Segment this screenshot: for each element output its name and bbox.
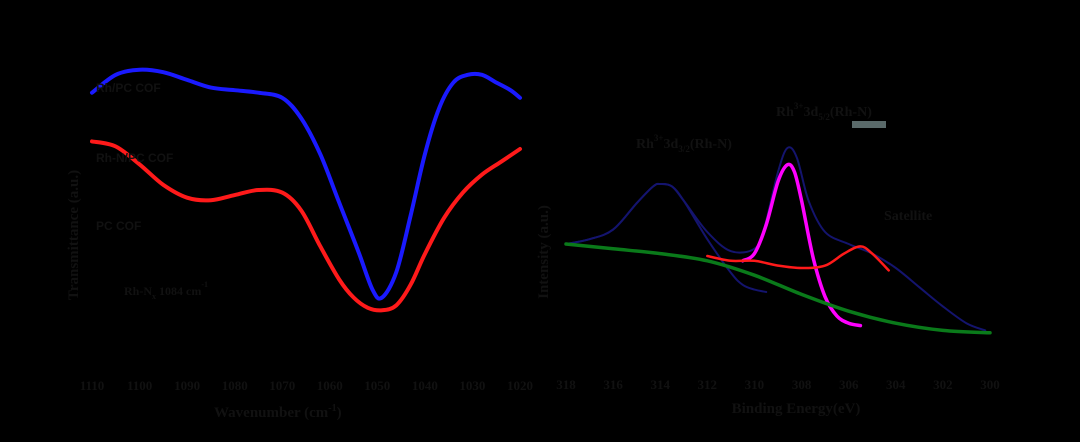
xps-peak1-sub: 3/2 [678,144,690,154]
ftir-x-tick-label-4: 1070 [269,378,295,393]
xps-x-tick-label-2: 314 [650,377,670,392]
xps-x-tick-label-7: 304 [886,377,906,392]
ftir-x-axis-label: Wavenumber (cm-1) [214,403,342,421]
xps-peak2-sub: 5/2 [818,112,830,122]
xps-peak1-mid: 3d [664,137,679,152]
ftir-x-tick-label-5: 1060 [317,378,343,393]
ftir-x-tick-label-2: 1090 [174,378,200,393]
xps-x-tick-label-3: 312 [698,377,718,392]
xps-peak1-sup: 3+ [654,133,664,143]
ftir-x-tick-label-7: 1040 [412,378,438,393]
xps-x-tick-label-8: 302 [933,377,953,392]
ftir-x-tick-label-3: 1080 [222,378,248,393]
xps-satellite-label: Satellite [884,209,932,224]
ftir-chart: 1110 1100 1090 1080 1070 1060 1050 1040 1030 1020… [66,67,533,421]
xps-series-line-2 [740,162,863,328]
ftir-x-axis-label-end: ) [337,405,342,421]
ftir-y-axis-label: Transmittance (a.u.) [66,170,82,300]
xps-series-line-4 [564,242,992,335]
xps-x-tick-label-4: 310 [745,377,765,392]
ftir-x-tick-label-9: 1020 [507,378,533,393]
ftir-x-axis-label-main: Wavenumber (cm [214,405,329,421]
ftir-label-rh-pc-cof: Rh/PC COF [96,81,161,95]
ftir-annotation-main: Rh-N [124,284,152,298]
ftir-series-line-0 [90,67,522,301]
xps-series-line-1 [565,182,768,293]
ftir-series-lines [90,67,522,313]
xps-x-tick-label-5: 308 [792,377,812,392]
ftir-x-tick-label-8: 1030 [459,378,485,393]
xps-label-highlight [852,121,886,128]
xps-peak2-tail: (Rh-N) [830,105,872,120]
xps-x-tick-label-6: 306 [839,377,859,392]
xps-x-axis-label: Binding Energy(eV) [732,401,861,417]
xps-x-tick-label-1: 316 [603,377,623,392]
ftir-annotation-sub: x [152,292,156,301]
xps-peak1-base: Rh [636,137,654,152]
xps-peak2-sup: 3+ [794,101,804,111]
ftir-x-tick-label-0: 1110 [80,378,105,393]
ftir-label-pc-cof: PC COF [96,219,141,233]
xps-x-tick-label-9: 300 [980,377,1000,392]
ftir-annotation-rest: 1084 cm [156,284,201,298]
ftir-annotation-sup: -1 [201,280,208,289]
xps-peak-label-3d5-2: Rh3+3d5/2(Rh-N) [776,101,872,122]
xps-x-tick-labels: 318 316 314 312 310 308 306 304 302 300 [556,377,1000,392]
xps-series-lines [564,146,992,335]
ftir-x-tick-label-6: 1050 [364,378,390,393]
xps-y-axis-label: Intensity (a.u.) [536,205,552,299]
ftir-x-tick-label-1: 1100 [127,378,152,393]
xps-peak2-base: Rh [776,105,794,120]
xps-series-line-0 [565,146,987,332]
xps-x-tick-label-0: 318 [556,377,576,392]
ftir-annotation-rh-n: Rh-Nx 1084 cm-1 [124,280,208,301]
xps-peak-label-3d3-2: Rh3+3d3/2(Rh-N) [636,133,732,154]
ftir-label-rh-n-pc-cof: Rh-N/PC COF [96,151,173,165]
ftir-series-line-1 [90,139,522,313]
xps-peak2-mid: 3d [804,105,819,120]
xps-peak1-tail: (Rh-N) [690,137,732,152]
ftir-x-tick-labels: 1110 1100 1090 1080 1070 1060 1050 1040 1030 1020 [80,378,533,393]
xps-series-line-3 [706,245,890,272]
ftir-x-axis-label-sup: -1 [328,403,336,414]
xps-chart: 318 316 314 312 310 308 306 304 302 300 Intensity… [536,101,1000,417]
